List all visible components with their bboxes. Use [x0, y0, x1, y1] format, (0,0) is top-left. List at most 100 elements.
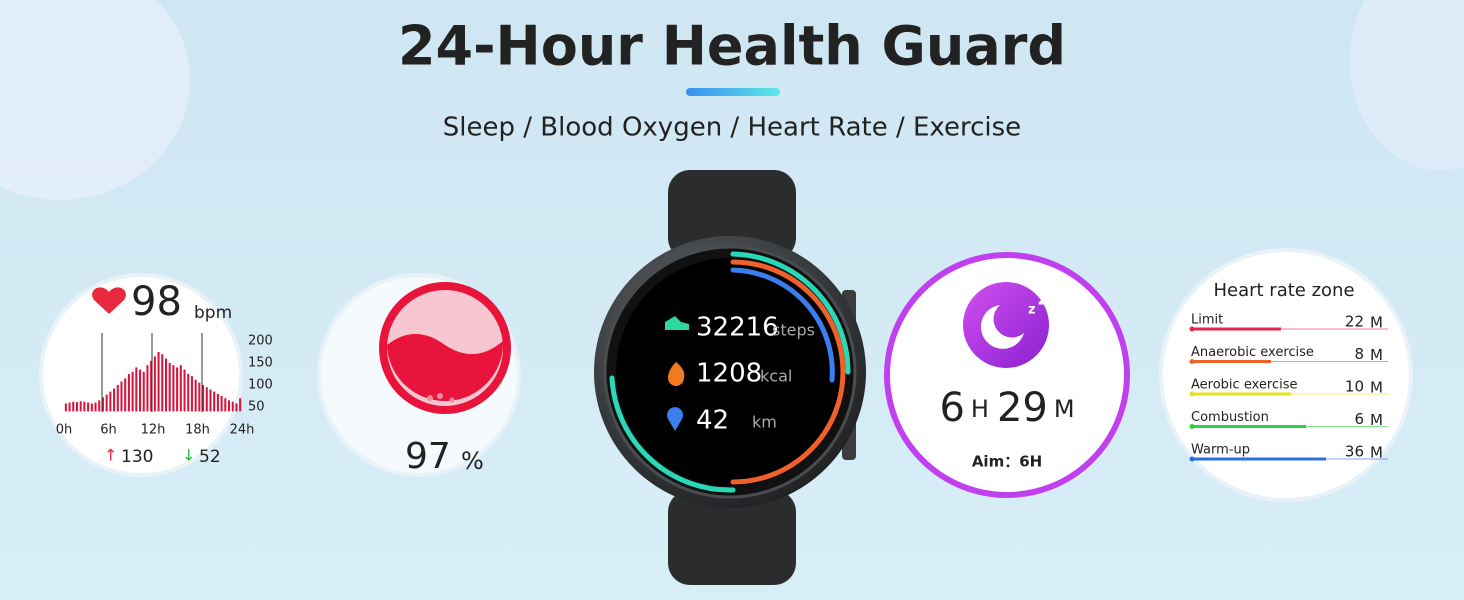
km-value: 42: [696, 406, 729, 436]
zone-value: 6: [1354, 410, 1364, 428]
bar: [224, 398, 227, 412]
bar: [150, 360, 153, 412]
bar: [216, 393, 219, 412]
oxygen-wave: [387, 334, 504, 402]
bar: [164, 358, 167, 412]
bar: [146, 365, 149, 412]
bar: [142, 371, 145, 412]
title: 24-Hour Health Guard: [398, 15, 1066, 78]
heart-value: 98: [131, 279, 182, 325]
y-tick-label: 50: [248, 400, 265, 415]
bar: [64, 403, 67, 412]
ring: [730, 251, 851, 375]
zone-name: Limit: [1191, 313, 1223, 328]
bubble: [427, 395, 433, 401]
hours-unit: H: [971, 395, 989, 423]
bar: [179, 365, 182, 412]
bar: [231, 401, 234, 412]
zone-dot: [1189, 391, 1195, 397]
bar: [172, 365, 175, 412]
hours: 6: [939, 385, 964, 431]
steps-value: 32216: [696, 313, 779, 343]
underline: [686, 88, 780, 96]
bubble: [449, 397, 455, 403]
bar: [205, 387, 208, 412]
zone-value: 10: [1345, 378, 1364, 396]
x-tick-label: 0h: [56, 423, 73, 438]
strap: [668, 170, 796, 260]
y-tick-label: 150: [248, 356, 273, 371]
bar: [198, 382, 201, 412]
bar: [124, 378, 127, 412]
strap: [668, 490, 796, 585]
bar: [228, 400, 231, 412]
bar: [90, 403, 93, 412]
zzz: z: [1038, 291, 1047, 309]
zone-name: Warm-up: [1191, 443, 1250, 458]
zone-name: Anaerobic exercise: [1191, 345, 1314, 360]
bar: [120, 381, 123, 412]
zone-dot: [1189, 326, 1195, 332]
max-value: 130: [121, 447, 153, 467]
zzz: z: [1028, 303, 1036, 318]
bar: [161, 354, 164, 412]
minutes-unit: M: [1054, 395, 1075, 423]
zone-unit: M: [1370, 346, 1383, 364]
subtitle: Sleep / Blood Oxygen / Heart Rate / Exer…: [443, 113, 1021, 143]
zone-title: Heart rate zone: [1213, 280, 1354, 301]
sleep-icon: [963, 282, 1049, 368]
moon: [980, 305, 1024, 349]
bar: [87, 402, 90, 412]
min-value: 52: [199, 447, 221, 467]
y-tick-label: 200: [248, 334, 273, 349]
bar: [101, 397, 104, 412]
zone-value: 36: [1345, 443, 1364, 461]
zone-card: [1159, 248, 1413, 502]
bar: [79, 401, 82, 412]
x-tick-label: 24h: [230, 423, 255, 438]
bar: [187, 374, 190, 412]
zone-dot: [1189, 424, 1195, 429]
x-tick-label: 12h: [141, 423, 166, 438]
heart-chart: 200 150 100 50 0h 6h 12h 18h 24h: [56, 334, 273, 438]
bar: [213, 391, 216, 412]
x-tick-label: 6h: [100, 423, 117, 438]
kcal-icon: [668, 362, 685, 386]
screen: [616, 258, 844, 486]
bar: [190, 376, 193, 412]
zone-unit: M: [1370, 379, 1383, 397]
zone-value: 8: [1354, 345, 1364, 363]
bar: [109, 391, 112, 412]
kcal-unit: kcal: [760, 367, 792, 386]
heart-icon: [92, 287, 126, 314]
glow: [1350, 0, 1464, 170]
bar: [135, 367, 138, 412]
bar: [98, 400, 101, 412]
bar: [202, 385, 205, 412]
bar: [68, 402, 71, 412]
steps-icon: [665, 316, 689, 330]
km-icon: [667, 407, 683, 431]
down-arrow: ↓: [182, 446, 195, 465]
bar: [168, 363, 171, 412]
kcal-value: 1208: [696, 359, 762, 389]
bar: [75, 402, 78, 412]
bar: [157, 352, 160, 412]
bar: [183, 369, 186, 412]
heart-unit: bpm: [194, 303, 232, 323]
bar: [209, 389, 212, 412]
bubble: [437, 393, 443, 399]
y-tick-label: 100: [248, 378, 273, 393]
sleep-aim: Aim：6H: [972, 453, 1042, 471]
up-arrow: ↑: [104, 446, 117, 465]
steps-unit: steps: [772, 321, 815, 340]
ring: [730, 259, 846, 485]
zone-dot: [1189, 456, 1195, 462]
bar: [235, 403, 238, 412]
x-tick-label: 18h: [185, 423, 210, 438]
bar: [139, 369, 142, 412]
bar: [116, 385, 119, 412]
zone-dot: [1189, 359, 1195, 364]
